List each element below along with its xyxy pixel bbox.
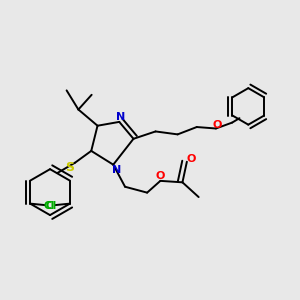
Text: Cl: Cl bbox=[46, 201, 57, 211]
Text: N: N bbox=[112, 165, 122, 175]
Text: O: O bbox=[156, 171, 165, 181]
Text: O: O bbox=[213, 120, 222, 130]
Text: O: O bbox=[186, 154, 196, 164]
Text: Cl: Cl bbox=[43, 201, 54, 211]
Text: S: S bbox=[65, 161, 74, 175]
Text: N: N bbox=[116, 112, 125, 122]
